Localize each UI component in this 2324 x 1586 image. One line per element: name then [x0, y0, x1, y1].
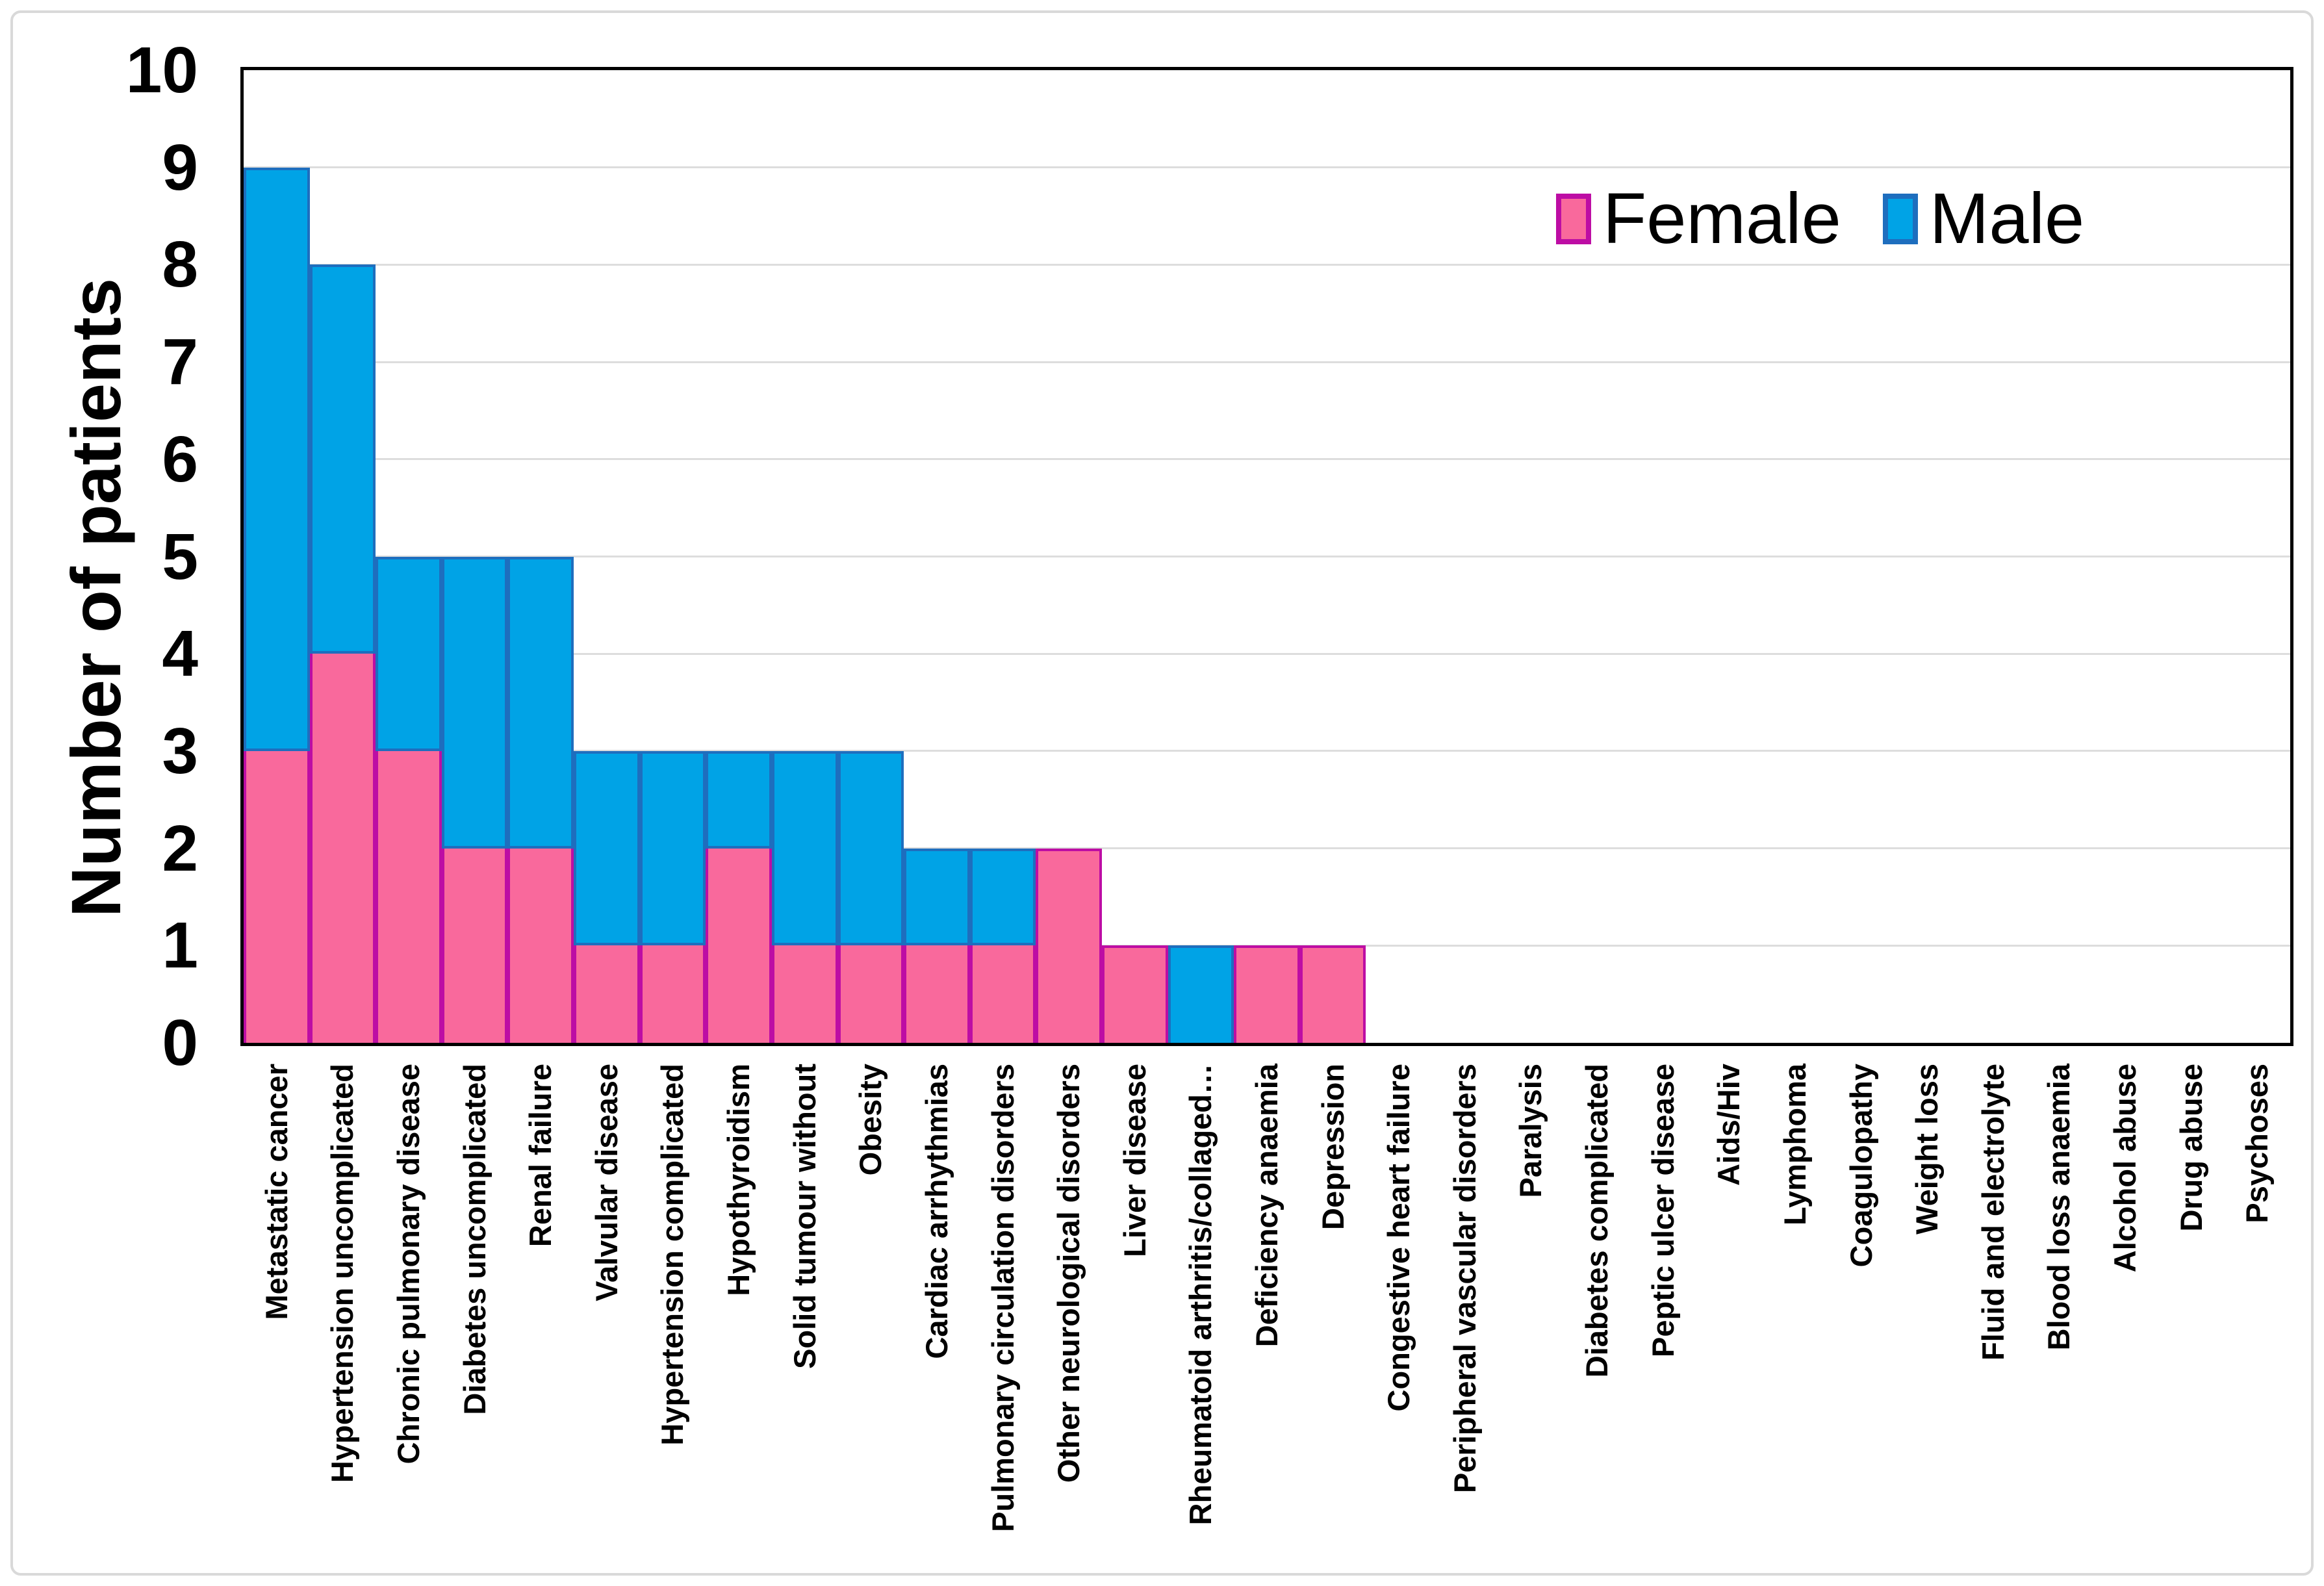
- x-category-label: Psychoses: [2240, 1064, 2275, 1223]
- x-category-label: Hypertension complicated: [655, 1064, 690, 1446]
- bar-segment-male: [309, 264, 376, 654]
- bar-segment-female: [507, 848, 574, 1043]
- y-tick-label: 2: [162, 812, 198, 885]
- x-category-label: Rheumatoid arthritis/collaged…: [1183, 1064, 1218, 1526]
- legend: Female Male: [1556, 177, 2084, 261]
- bar-segment-male: [706, 750, 772, 849]
- bar-segment-female: [969, 945, 1036, 1043]
- x-category-label: Lymphoma: [1777, 1064, 1812, 1225]
- bar-segment-female: [904, 945, 970, 1043]
- y-tick-label: 3: [162, 714, 198, 787]
- x-category-label: Congestive heart failure: [1381, 1064, 1416, 1412]
- bar-segment-male: [1168, 945, 1234, 1043]
- x-category-label: Renal failure: [523, 1064, 558, 1247]
- x-category-label: Chronic pulmonary disease: [391, 1064, 426, 1464]
- bar-segment-female: [706, 848, 772, 1043]
- y-tick-label: 4: [162, 617, 198, 691]
- x-category-label: Diabetes uncomplicated: [457, 1064, 492, 1415]
- gridline: [244, 556, 2290, 557]
- bar-segment-male: [837, 750, 904, 946]
- legend-label-male: Male: [1929, 179, 2085, 259]
- bar-segment-female: [1036, 848, 1102, 1043]
- x-category-label: Pulmonary circulation disorders: [985, 1064, 1020, 1532]
- bar-segment-male: [244, 167, 310, 751]
- x-category-label: Hypothyroidism: [721, 1064, 756, 1296]
- gridline: [244, 847, 2290, 850]
- y-tick-label: 9: [162, 131, 198, 204]
- gridline: [244, 361, 2290, 363]
- legend-swatch-male: [1882, 194, 1918, 244]
- bar-segment-female: [309, 654, 376, 1043]
- bar-segment-male: [639, 750, 706, 946]
- x-category-label: Coagulopathy: [1843, 1064, 1878, 1268]
- y-tick-label: 6: [162, 422, 198, 496]
- gridline: [244, 652, 2290, 655]
- gridline: [244, 458, 2290, 461]
- y-tick-label: 10: [125, 34, 198, 107]
- bar-segment-female: [1234, 945, 1300, 1043]
- bar-segment-female: [441, 848, 508, 1043]
- gridline: [244, 263, 2290, 266]
- bar-segment-male: [507, 556, 574, 849]
- gridline: [244, 750, 2290, 752]
- legend-item-female: Female: [1556, 177, 1841, 261]
- x-category-label: Diabetes complicated: [1579, 1064, 1615, 1378]
- x-category-label: Solid tumour without: [787, 1064, 822, 1369]
- x-category-label: Cardiac arrhythmias: [919, 1064, 954, 1359]
- y-tick-label: 0: [162, 1006, 198, 1079]
- bar-segment-female: [1101, 945, 1168, 1043]
- bar-segment-female: [574, 945, 640, 1043]
- x-category-label: Drug abuse: [2173, 1064, 2208, 1232]
- x-category-label: Obesity: [853, 1064, 888, 1176]
- gridline: [244, 166, 2290, 169]
- x-category-label: Weight loss: [1909, 1064, 1945, 1234]
- x-category-label: Alcohol abuse: [2107, 1064, 2142, 1273]
- bar-segment-male: [904, 848, 970, 946]
- x-category-label: Paralysis: [1513, 1064, 1548, 1198]
- legend-swatch-female: [1556, 194, 1591, 244]
- bar-segment-male: [771, 750, 838, 946]
- x-category-label: Depression: [1315, 1064, 1350, 1230]
- bar-segment-female: [1299, 945, 1366, 1043]
- bar-segment-male: [969, 848, 1036, 946]
- x-category-label: Blood loss anaemia: [2041, 1064, 2076, 1351]
- legend-item-male: Male: [1882, 177, 2085, 261]
- x-category-label: Metastatic cancer: [259, 1064, 294, 1320]
- bar-segment-male: [574, 750, 640, 946]
- bar-segment-male: [376, 556, 442, 751]
- x-category-label: Peptic ulcer disease: [1645, 1064, 1680, 1357]
- x-category-label: Other neurological disorders: [1051, 1064, 1086, 1483]
- bar-segment-female: [771, 945, 838, 1043]
- bar-segment-male: [441, 556, 508, 849]
- bar-segment-female: [376, 750, 442, 1043]
- y-tick-label: 7: [162, 326, 198, 399]
- plot-area: Female Male: [240, 67, 2293, 1046]
- bar-segment-female: [837, 945, 904, 1043]
- y-tick-label: 5: [162, 520, 198, 593]
- x-category-label: Valvular disease: [589, 1064, 624, 1301]
- x-category-label: Hypertension uncomplicated: [325, 1064, 360, 1483]
- bar-segment-female: [244, 750, 310, 1043]
- y-tick-label: 1: [162, 909, 198, 982]
- x-category-label: Aids/Hiv: [1711, 1064, 1746, 1186]
- y-tick-label: 8: [162, 228, 198, 301]
- x-category-label: Liver disease: [1117, 1064, 1152, 1257]
- bar-segment-female: [639, 945, 706, 1043]
- legend-label-female: Female: [1603, 179, 1841, 259]
- x-category-label: Peripheral vascular disorders: [1447, 1064, 1482, 1493]
- x-category-label: Fluid and electrolyte: [1975, 1064, 2010, 1361]
- x-category-label: Deficiency anaemia: [1249, 1064, 1284, 1348]
